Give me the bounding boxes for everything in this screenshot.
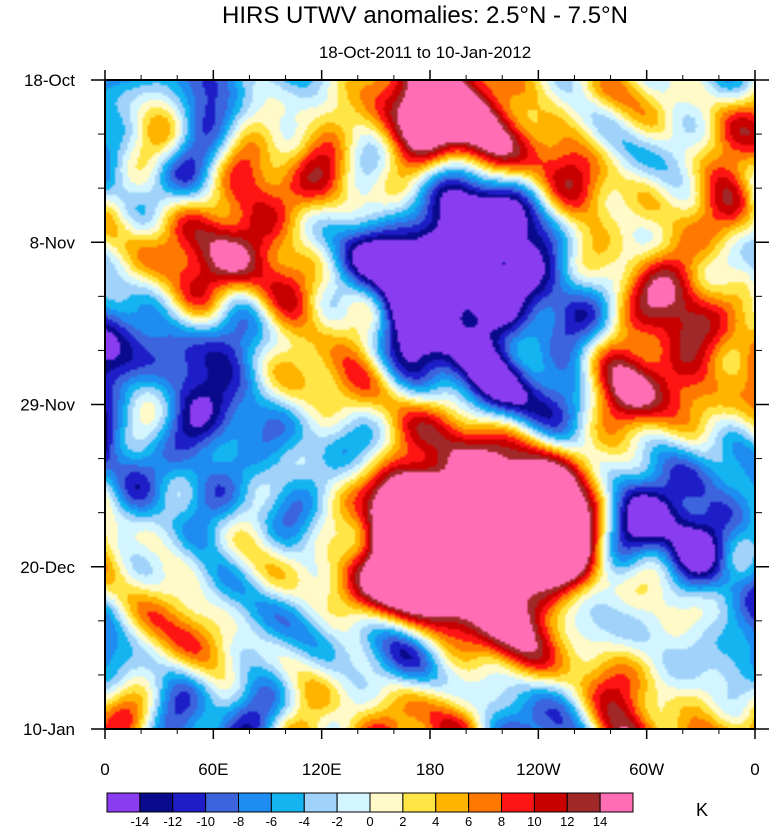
colorbar-label: -8 [233, 814, 245, 829]
colorbar-label: 12 [560, 814, 574, 829]
x-tick-label: 120W [516, 760, 560, 779]
x-tick-label: 60E [198, 760, 228, 779]
x-tick-label: 120E [302, 760, 342, 779]
colorbar-swatch [599, 792, 634, 813]
colorbar: -14 -12 -10 -8 -6 -4 -2 0 2 4 6 8 10 12 14 [106, 792, 634, 829]
colorbar-swatch [435, 792, 470, 813]
colorbar-label: -12 [163, 814, 182, 829]
colorbar-swatch [205, 792, 239, 813]
colorbar-label: -6 [266, 814, 278, 829]
colorbar-label: 8 [498, 814, 505, 829]
y-axis: 18-Oct 8-Nov 29-Nov 20-Dec 10-Jan [20, 71, 769, 739]
y-tick-label: 10-Jan [23, 720, 75, 739]
colorbar-swatch [402, 792, 437, 813]
colorbar-label: -4 [298, 814, 310, 829]
x-tick-label: 0 [100, 760, 109, 779]
x-tick-label: 60W [629, 760, 664, 779]
colorbar-swatch [106, 792, 141, 813]
colorbar-swatch [533, 792, 568, 813]
y-tick-label: 29-Nov [20, 396, 75, 415]
colorbar-label: -2 [331, 814, 343, 829]
colorbar-unit: K [696, 800, 708, 820]
chart-subtitle: 18-Oct-2011 to 10-Jan-2012 [319, 43, 531, 62]
x-tick-label: 0 [750, 760, 759, 779]
colorbar-label: 0 [366, 814, 373, 829]
y-tick-label: 18-Oct [24, 71, 75, 90]
colorbar-label: 6 [465, 814, 472, 829]
colorbar-swatch [238, 792, 272, 813]
colorbar-swatch [369, 792, 404, 813]
colorbar-swatch [336, 792, 371, 813]
colorbar-swatch [468, 792, 502, 813]
x-axis: 0 60E 120E 180 120W 60W 0 [100, 70, 760, 779]
colorbar-swatch [566, 792, 601, 813]
y-tick-label: 8-Nov [30, 233, 76, 252]
colorbar-label: 10 [527, 814, 541, 829]
x-tick-label: 180 [416, 760, 444, 779]
colorbar-swatch [270, 792, 305, 813]
colorbar-label: 14 [593, 814, 607, 829]
colorbar-label: 2 [399, 814, 406, 829]
heatmap-area [105, 80, 755, 729]
colorbar-swatch [139, 792, 174, 813]
heatmap-field [105, 80, 755, 729]
colorbar-swatch [172, 792, 207, 813]
colorbar-label: 4 [432, 814, 439, 829]
colorbar-label: -10 [196, 814, 215, 829]
y-tick-label: 20-Dec [20, 558, 75, 577]
colorbar-swatch [501, 792, 535, 813]
chart-title: HIRS UTWV anomalies: 2.5°N - 7.5°N [222, 2, 628, 29]
colorbar-swatch [303, 792, 338, 813]
colorbar-label: -14 [130, 814, 149, 829]
